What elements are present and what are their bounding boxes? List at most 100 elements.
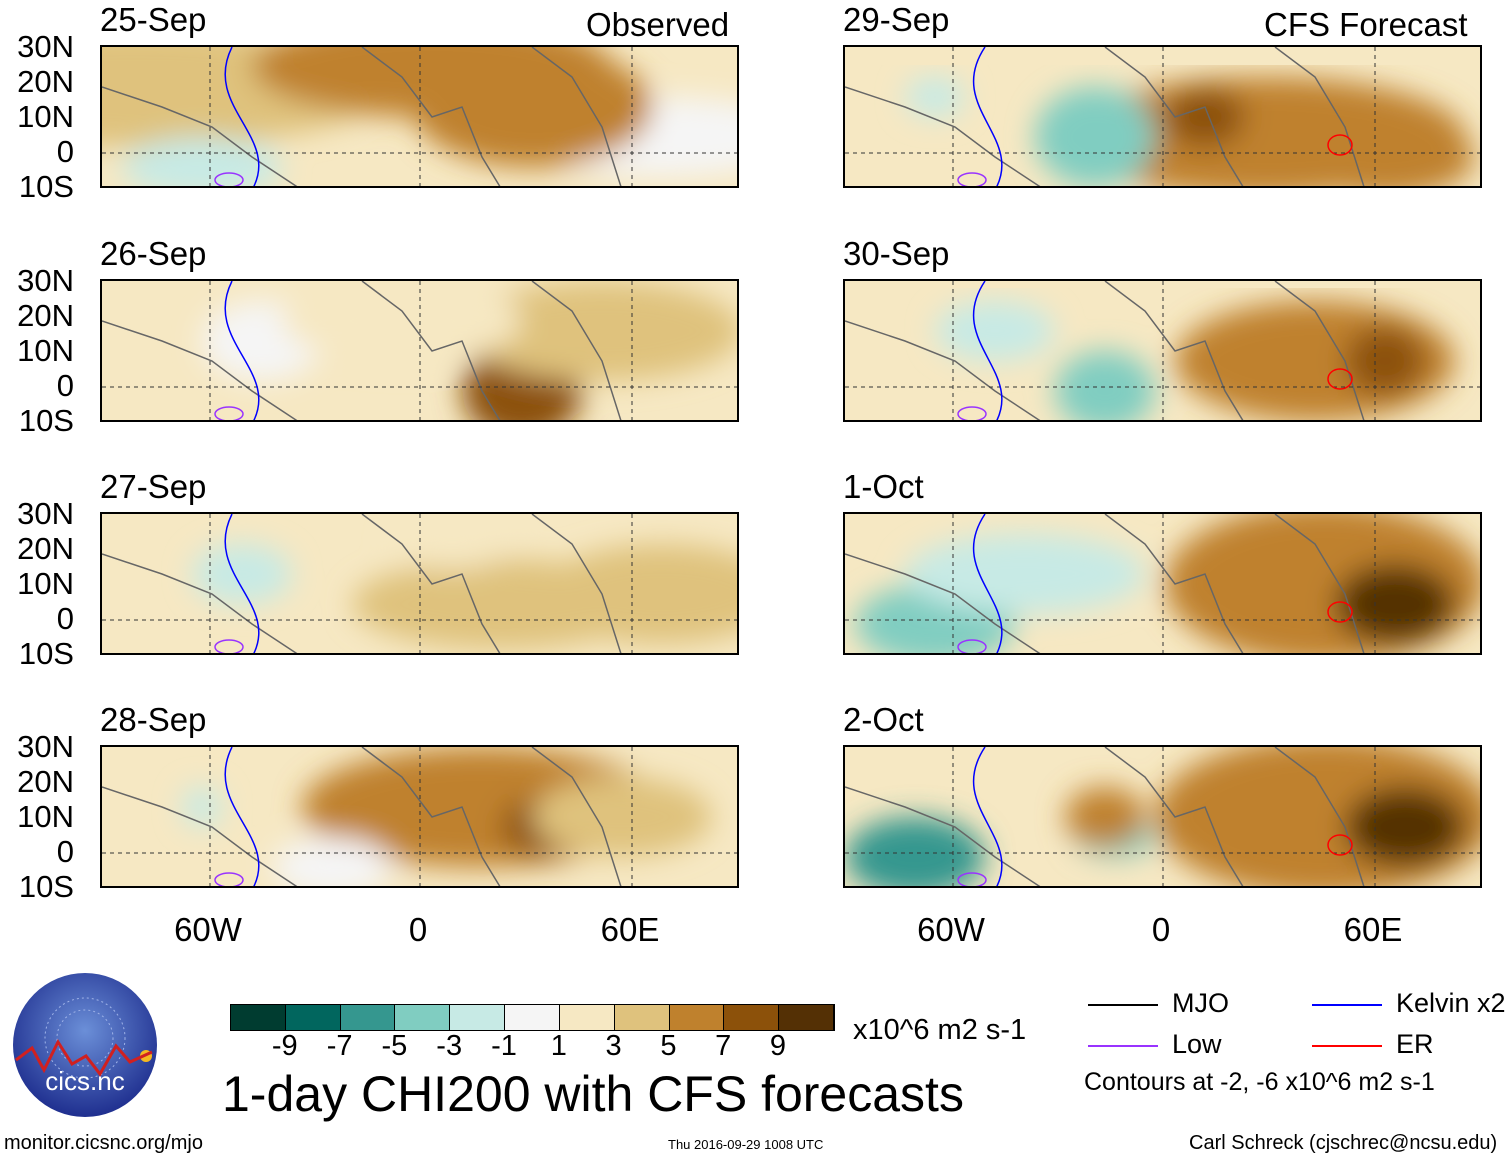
lat-label: 0 [56, 601, 74, 636]
lat-label: 10N [17, 333, 74, 368]
lat-label: 20N [17, 298, 74, 333]
chi200-anomaly-shading [905, 77, 1475, 186]
low-contour [957, 406, 987, 420]
chi200-anomaly-shading [845, 747, 1480, 886]
er-contour [1327, 134, 1353, 156]
panel-date-title: 2-Oct [843, 701, 924, 738]
lat-label: 10S [18, 403, 74, 438]
lon-label: 0 [408, 911, 428, 948]
lat-label: 0 [56, 368, 74, 403]
legend-line-er [1312, 1045, 1382, 1047]
anomaly-blob [392, 519, 512, 569]
coastline [845, 747, 1365, 886]
colorbar-tick-label: -7 [326, 1030, 353, 1062]
lat-label: 20N [17, 64, 74, 99]
legend-line-kelvin [1312, 1004, 1382, 1006]
cfs-forecast-header: CFS Forecast [1264, 6, 1468, 43]
map-panel-1-Oct [843, 512, 1482, 655]
colorbar-swatch [614, 1005, 670, 1030]
chi200-anomaly-shading [935, 301, 1455, 420]
panel-date-title: 27-Sep [100, 468, 207, 505]
low-contour [957, 639, 987, 653]
low-contour [214, 172, 244, 186]
legend-label: MJO [1172, 988, 1229, 1018]
colorbar-tick-label: -5 [381, 1030, 408, 1062]
colorbar-tick-label: -1 [491, 1030, 517, 1062]
legend-line-mjo [1088, 1004, 1158, 1006]
colorbar-tick-label: 1 [550, 1030, 567, 1062]
colorbar-swatch [285, 1005, 341, 1030]
colorbar-tick-label: -9 [271, 1030, 298, 1062]
coastline [845, 514, 1365, 653]
kelvin-contour [224, 747, 260, 886]
map-panel-2-Oct [843, 745, 1482, 888]
colorbar-swatch [395, 1005, 451, 1030]
cics-logo: cics.nc [12, 972, 158, 1118]
lat-label: 10N [17, 566, 74, 601]
anomaly-blob [282, 281, 522, 361]
map-panel-29-Sep [843, 45, 1482, 188]
anomaly-blob [542, 544, 737, 644]
lat-label: 10N [17, 99, 74, 134]
anomaly-blob [462, 281, 737, 381]
er-contour [1327, 834, 1353, 856]
kelvin-contour [972, 47, 1003, 186]
map-panel-26-Sep [100, 279, 739, 422]
low-contour [214, 639, 244, 653]
lon-label: 0 [1151, 911, 1171, 948]
er-contour [1327, 368, 1353, 390]
low-contour [214, 406, 244, 420]
colorbar-tick-label: 9 [769, 1030, 787, 1062]
lat-label: 0 [56, 834, 74, 869]
anomaly-blob [1165, 87, 1245, 147]
colorbar-swatch [724, 1005, 780, 1030]
anomaly-blob [905, 534, 1145, 614]
low-contour [957, 872, 987, 886]
kelvin-contour [972, 281, 1003, 420]
lat-label: 10N [17, 799, 74, 834]
map-panel-25-Sep [100, 45, 739, 188]
colorbar-swatch [559, 1005, 615, 1030]
svg-text:cics.nc: cics.nc [45, 1066, 124, 1096]
colorbar-tick-label: 7 [715, 1030, 732, 1062]
coastline [102, 281, 622, 420]
colorbar [230, 1004, 835, 1031]
coastline [102, 747, 622, 886]
anomaly-blob [845, 817, 985, 886]
lat-label: 30N [17, 263, 74, 298]
lat-label: 30N [17, 496, 74, 531]
footer-timestamp: Thu 2016-09-29 1008 UTC [668, 1137, 824, 1152]
chi200-anomaly-shading [182, 747, 712, 886]
colorbar-swatch [779, 1005, 834, 1030]
chi200-anomaly-shading [202, 281, 737, 420]
footer-url[interactable]: monitor.cicsnc.org/mjo [4, 1132, 203, 1154]
lon-label: 60E [1343, 911, 1403, 948]
lat-label: 0 [56, 134, 74, 169]
anomaly-blob [182, 787, 222, 827]
lat-label: 10S [18, 869, 74, 904]
colorbar-swatch [340, 1005, 396, 1030]
lat-label: 30N [17, 729, 74, 764]
panel-date-title: 1-Oct [843, 468, 924, 505]
panel-date-title: 25-Sep [100, 1, 207, 38]
chi200-anomaly-shading [192, 519, 737, 649]
lat-label: 20N [17, 531, 74, 566]
colorbar-tick-label: 5 [660, 1030, 677, 1062]
anomaly-blob [532, 777, 712, 857]
colorbar-tick-label: 3 [605, 1030, 622, 1062]
low-contour [957, 172, 987, 186]
kelvin-contour [972, 747, 1003, 886]
figure-title: 1-day CHI200 with CFS forecasts [222, 1066, 964, 1122]
lat-label: 10S [18, 169, 74, 204]
anomaly-blob [192, 544, 292, 604]
anomaly-blob [1345, 787, 1465, 867]
footer-author: Carl Schreck (cjschrec@ncsu.edu) [1189, 1132, 1498, 1154]
anomaly-blob [1035, 87, 1155, 186]
panel-date-title: 29-Sep [843, 1, 950, 38]
anomaly-blob [1055, 351, 1155, 420]
coastline [845, 47, 1365, 186]
colorbar-swatch [669, 1005, 725, 1030]
colorbar-swatch [450, 1005, 506, 1030]
lat-label: 30N [17, 29, 74, 64]
kelvin-contour [224, 281, 260, 420]
